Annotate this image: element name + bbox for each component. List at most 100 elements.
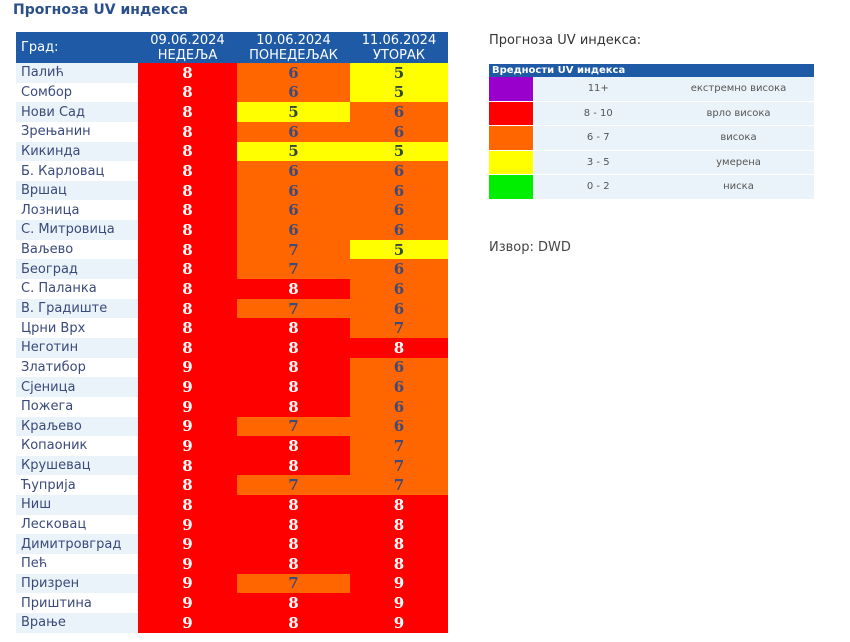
uv-value-cell: 7 <box>237 239 350 260</box>
uv-value-cell: 5 <box>350 239 448 260</box>
uv-value-cell: 7 <box>350 318 448 338</box>
uv-value-cell: 8 <box>237 279 350 299</box>
uv-value-cell: 9 <box>138 396 237 417</box>
table-header-row: Град: 09.06.2024 НЕДЕЉА 10.06.2024 ПОНЕДЕЉ… <box>16 32 448 63</box>
date: 10.06.2024 <box>256 32 331 48</box>
city-name: Вршац <box>16 180 138 201</box>
legend-row: 11+ екстремно висока <box>489 77 814 102</box>
legend-row: 6 - 7 висока <box>489 125 814 151</box>
uv-value-cell: 8 <box>237 514 350 535</box>
legend-range: 0 - 2 <box>533 174 663 200</box>
table-row: Ћуприја 8 7 7 <box>16 475 448 496</box>
uv-value-cell: 5 <box>350 63 448 83</box>
table-row: Црни Врх 8 8 7 <box>16 318 448 338</box>
weekday: УТОРАК <box>372 47 426 63</box>
city-name: Б. Карловац <box>21 163 105 179</box>
table-row: Неготин 8 8 8 <box>16 337 448 358</box>
uv-value-cell: 8 <box>237 396 350 417</box>
uv-value-cell: 6 <box>350 357 448 378</box>
color-swatch <box>489 125 534 151</box>
table-row: Краљево 9 7 6 <box>16 416 448 437</box>
uv-value-cell: 5 <box>237 102 350 122</box>
table-row: В. Градиште 8 7 6 <box>16 298 448 319</box>
uv-value-cell: 9 <box>138 612 237 633</box>
table-row: Кикинда 8 5 5 <box>16 141 448 162</box>
uv-value-cell: 8 <box>350 534 448 555</box>
legend-label: ниска <box>663 174 814 200</box>
uv-value-cell: 6 <box>237 161 350 181</box>
uv-value-cell: 6 <box>350 161 448 181</box>
uv-value-cell: 8 <box>350 514 448 535</box>
uv-value-cell: 6 <box>350 396 448 417</box>
table-row: С. Паланка 8 8 6 <box>16 279 448 299</box>
table-row: Ниш 8 8 8 <box>16 495 448 515</box>
uv-value-cell: 6 <box>237 200 350 221</box>
uv-value-cell: 8 <box>138 495 237 515</box>
uv-value-cell: 9 <box>138 357 237 378</box>
uv-value-cell: 7 <box>237 475 350 496</box>
city-name: Пећ <box>21 556 48 572</box>
uv-value-cell: 5 <box>350 82 448 103</box>
city-name: Ваљево <box>21 242 74 258</box>
city-name: Лозница <box>21 202 80 218</box>
table-row: Палић 8 6 5 <box>16 63 448 83</box>
city-name: Црни Врх <box>21 320 86 336</box>
city-name: Београд <box>16 259 138 280</box>
uv-value-cell: 9 <box>138 514 237 535</box>
city-name: Неготин <box>16 337 138 358</box>
uv-value-cell: 8 <box>237 612 350 633</box>
date: 11.06.2024 <box>361 32 437 48</box>
city-name: С. Митровица <box>16 220 138 240</box>
legend-header: Вредности UV индекса <box>489 64 814 77</box>
legend-range: 11+ <box>533 77 663 102</box>
uv-value-cell: 7 <box>350 436 448 456</box>
table-row: Ваљево 8 7 5 <box>16 239 448 260</box>
uv-value-cell: 8 <box>237 554 350 574</box>
uv-value-cell: 8 <box>350 337 448 358</box>
city-name: Сјеница <box>16 377 138 397</box>
city-name: Димитровград <box>16 534 138 555</box>
city-column-header: Град: <box>16 32 138 63</box>
uv-value-cell: 6 <box>237 82 350 103</box>
legend-range: 8 - 10 <box>533 101 663 126</box>
uv-value-cell: 8 <box>138 200 237 221</box>
legend-row: 8 - 10 врло висока <box>489 101 814 126</box>
table-row: Крушевац 8 8 7 <box>16 455 448 476</box>
uv-value-cell: 6 <box>237 220 350 240</box>
table-row: Димитровград 9 8 8 <box>16 534 448 555</box>
table-row: Приштина 9 8 9 <box>16 593 448 613</box>
uv-value-cell: 8 <box>138 475 237 496</box>
uv-value-cell: 5 <box>237 141 350 162</box>
uv-value-cell: 9 <box>138 554 237 574</box>
uv-value-cell: 8 <box>138 337 237 358</box>
table-row: Лесковац 9 8 8 <box>16 514 448 535</box>
uv-value-cell: 8 <box>138 121 237 142</box>
uv-legend-table: Вредности UV индекса 11+ екстремно висока… <box>489 64 814 200</box>
uv-value-cell: 9 <box>138 573 237 594</box>
uv-value-cell: 7 <box>237 259 350 280</box>
city-name: С. Паланка <box>21 281 97 297</box>
city-name: Копаоник <box>21 438 88 454</box>
uv-value-cell: 6 <box>350 298 448 319</box>
uv-value-cell: 8 <box>237 337 350 358</box>
uv-value-cell: 6 <box>350 416 448 437</box>
uv-value-cell: 8 <box>138 141 237 162</box>
day-column-header: 10.06.2024 ПОНЕДЕЉАК <box>237 32 350 63</box>
uv-value-cell: 9 <box>350 573 448 594</box>
table-row: Пожега 9 8 6 <box>16 396 448 417</box>
uv-value-cell: 6 <box>350 377 448 397</box>
city-name: Нови Сад <box>16 102 138 122</box>
uv-value-cell: 6 <box>350 200 448 221</box>
table-row: Зрењанин 8 6 6 <box>16 121 448 142</box>
city-name: Ћуприја <box>21 477 76 493</box>
uv-value-cell: 8 <box>237 593 350 613</box>
city-name: Лесковац <box>21 517 87 533</box>
uv-value-cell: 7 <box>237 573 350 594</box>
day-column-header: 09.06.2024 НЕДЕЉА <box>138 32 237 63</box>
uv-value-cell: 9 <box>138 436 237 456</box>
uv-value-cell: 9 <box>138 377 237 397</box>
page-title: Прогноза UV индекса <box>13 2 189 18</box>
day-column-header: 11.06.2024 УТОРАК <box>350 32 448 63</box>
uv-value-cell: 5 <box>350 141 448 162</box>
table-row: Београд 8 7 6 <box>16 259 448 280</box>
